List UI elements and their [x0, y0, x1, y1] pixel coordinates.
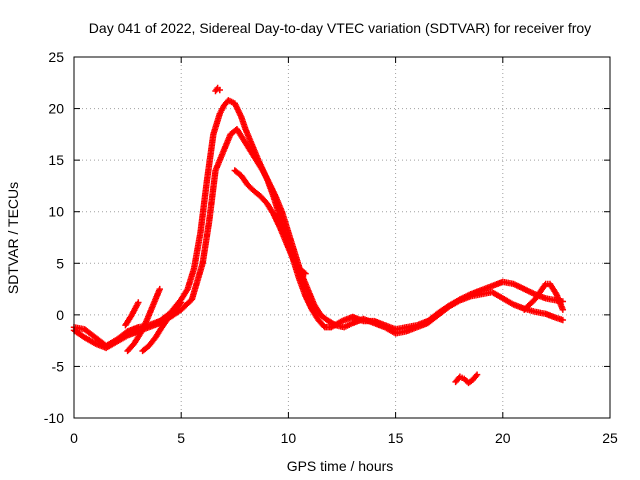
series-main-lower	[70, 126, 567, 352]
series-secondary-branch	[231, 167, 309, 277]
x-axis-label: GPS time / hours	[287, 458, 394, 474]
y-tick-label: -10	[44, 410, 64, 426]
series-early-rise-a	[124, 285, 163, 355]
data-point	[216, 86, 223, 94]
y-tick-label: 0	[56, 307, 64, 323]
plot-frame	[73, 56, 611, 419]
series-outlier-peak	[212, 84, 223, 95]
data-point	[135, 299, 142, 306]
data-point	[302, 270, 309, 277]
series-isolated-dip	[452, 371, 481, 387]
y-tick-label: 25	[48, 49, 64, 65]
data-point	[176, 300, 184, 307]
x-tick-label: 0	[70, 430, 78, 446]
data-point	[473, 371, 481, 378]
x-tick-label: 20	[495, 430, 511, 446]
chart-title: Day 041 of 2022, Sidereal Day-to-day VTE…	[89, 20, 591, 36]
y-tick-label: -5	[52, 358, 65, 374]
y-tick-label: 20	[48, 101, 64, 117]
x-tick-label: 25	[602, 430, 618, 446]
grid	[74, 57, 610, 418]
x-tick-label: 15	[388, 430, 404, 446]
data-points	[70, 84, 567, 387]
x-tick-label: 5	[177, 430, 185, 446]
data-point	[559, 306, 567, 313]
data-point	[301, 269, 308, 276]
y-tick-label: 5	[56, 255, 64, 271]
data-point	[156, 285, 163, 293]
data-point	[178, 299, 185, 306]
series-early-rise-b	[139, 299, 185, 355]
series-late-loop	[521, 280, 567, 313]
x-tick-label: 10	[281, 430, 297, 446]
y-tick-label: 10	[48, 204, 64, 220]
series-early-rise-c	[122, 299, 142, 329]
data-point	[472, 372, 480, 380]
y-axis-label: SDTVAR / TECUs	[5, 182, 21, 294]
y-tick-label: 15	[48, 152, 64, 168]
data-point	[559, 316, 567, 324]
